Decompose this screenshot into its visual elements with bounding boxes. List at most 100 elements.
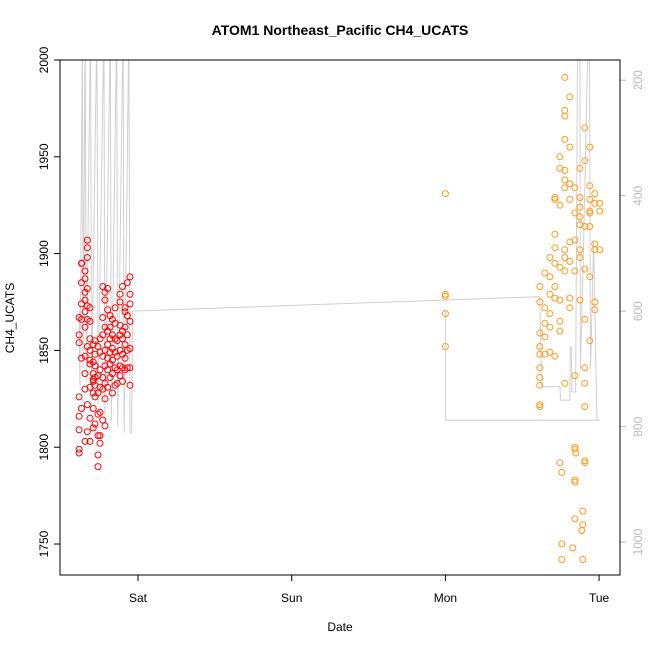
data-point-red <box>116 372 124 380</box>
data-point-red <box>86 437 94 445</box>
data-point-orange <box>581 315 589 323</box>
data-point-orange <box>556 327 564 335</box>
data-point-red <box>83 254 91 261</box>
data-point-orange <box>576 246 584 254</box>
data-point-orange <box>536 350 544 358</box>
y-tick-label: 2000 <box>37 46 51 73</box>
data-point-red <box>94 451 102 459</box>
data-point-orange <box>561 176 569 184</box>
data-point-red <box>91 362 99 370</box>
data-point-red <box>89 405 97 412</box>
data-point-orange <box>586 195 594 203</box>
pressure-line-0 <box>78 60 598 433</box>
data-point-orange <box>556 317 564 325</box>
data-point-orange <box>576 254 584 261</box>
data-point-red <box>119 377 126 385</box>
data-point-red <box>99 374 107 381</box>
data-point-orange <box>561 112 569 120</box>
plot-frame <box>59 59 621 576</box>
data-point-orange <box>546 254 554 261</box>
chart-title: ATOM1 Northeast_Pacific CH4_UCATS <box>212 22 469 38</box>
data-point-orange <box>581 157 589 165</box>
data-point-orange <box>441 292 449 300</box>
data-point-red <box>96 432 104 440</box>
data-point-red <box>104 306 112 314</box>
data-point-orange <box>551 244 559 252</box>
data-point-orange <box>586 209 594 217</box>
data-point-orange <box>546 290 554 298</box>
data-point-red <box>106 312 114 320</box>
data-point-orange <box>581 265 589 273</box>
data-point-red <box>119 335 126 343</box>
data-point-red <box>104 366 112 374</box>
data-point-red <box>99 331 107 339</box>
data-point-orange <box>546 310 554 318</box>
data-point-orange <box>569 544 577 552</box>
data-point-orange <box>536 329 544 337</box>
x-tick-label: Mon <box>434 591 457 605</box>
pressure-line-1 <box>444 311 600 421</box>
data-point-red <box>89 389 97 397</box>
data-point-red <box>81 323 89 331</box>
data-point-orange <box>561 106 569 114</box>
data-point-red <box>106 348 114 356</box>
data-point-orange <box>579 507 587 515</box>
data-point-red <box>81 267 89 275</box>
data-point-red <box>106 360 114 368</box>
data-point-red <box>86 414 94 422</box>
data-point-red <box>89 424 97 432</box>
y2-tick-label: 800 <box>631 416 645 436</box>
data-point-red <box>106 323 114 331</box>
data-point-red <box>83 401 91 409</box>
data-point-orange <box>561 73 569 81</box>
data-point-orange <box>441 343 449 350</box>
y-tick-label: 1950 <box>37 143 51 170</box>
data-point-orange <box>441 190 449 198</box>
data-point-orange <box>576 194 584 201</box>
data-point-red <box>81 437 89 445</box>
data-point-red <box>81 308 89 316</box>
data-point-orange <box>561 267 569 275</box>
data-point-orange <box>441 310 449 318</box>
data-point-orange <box>566 195 574 203</box>
data-point-orange <box>546 323 554 331</box>
x-tick-label: Sun <box>281 591 302 605</box>
data-point-orange <box>556 153 564 161</box>
data-point-orange <box>566 294 574 302</box>
data-point-orange <box>576 164 584 172</box>
data-point-orange <box>581 457 589 465</box>
data-point-red <box>83 236 91 244</box>
data-point-red <box>123 279 131 287</box>
y-tick-label: 1800 <box>37 434 51 461</box>
data-point-red <box>78 354 85 362</box>
data-point-orange <box>561 379 569 387</box>
y-tick-label: 1750 <box>37 530 51 557</box>
data-point-red <box>126 300 134 308</box>
data-point-red <box>126 290 134 298</box>
data-point-red <box>99 314 107 321</box>
data-point-orange <box>576 213 584 221</box>
data-point-red <box>126 317 134 325</box>
data-point-red <box>126 364 134 372</box>
data-point-orange <box>578 527 586 534</box>
data-point-red <box>75 393 83 401</box>
data-point-orange <box>586 182 594 190</box>
data-point-orange <box>596 199 604 207</box>
data-point-red <box>86 304 94 312</box>
data-point-orange <box>551 194 559 201</box>
data-point-orange <box>561 135 569 143</box>
data-point-orange <box>551 195 559 203</box>
data-point-orange <box>551 352 559 360</box>
data-point-orange <box>571 515 579 523</box>
data-point-orange <box>566 180 574 188</box>
data-point-orange <box>586 337 594 345</box>
data-point-red <box>75 339 83 347</box>
data-point-orange <box>556 296 564 304</box>
data-point-orange <box>576 203 584 211</box>
data-point-red <box>96 439 104 447</box>
data-point-orange <box>566 143 574 151</box>
data-point-red <box>75 426 83 434</box>
data-point-red <box>99 416 107 424</box>
data-point-orange <box>586 223 594 230</box>
y-tick-label: 1900 <box>37 240 51 267</box>
